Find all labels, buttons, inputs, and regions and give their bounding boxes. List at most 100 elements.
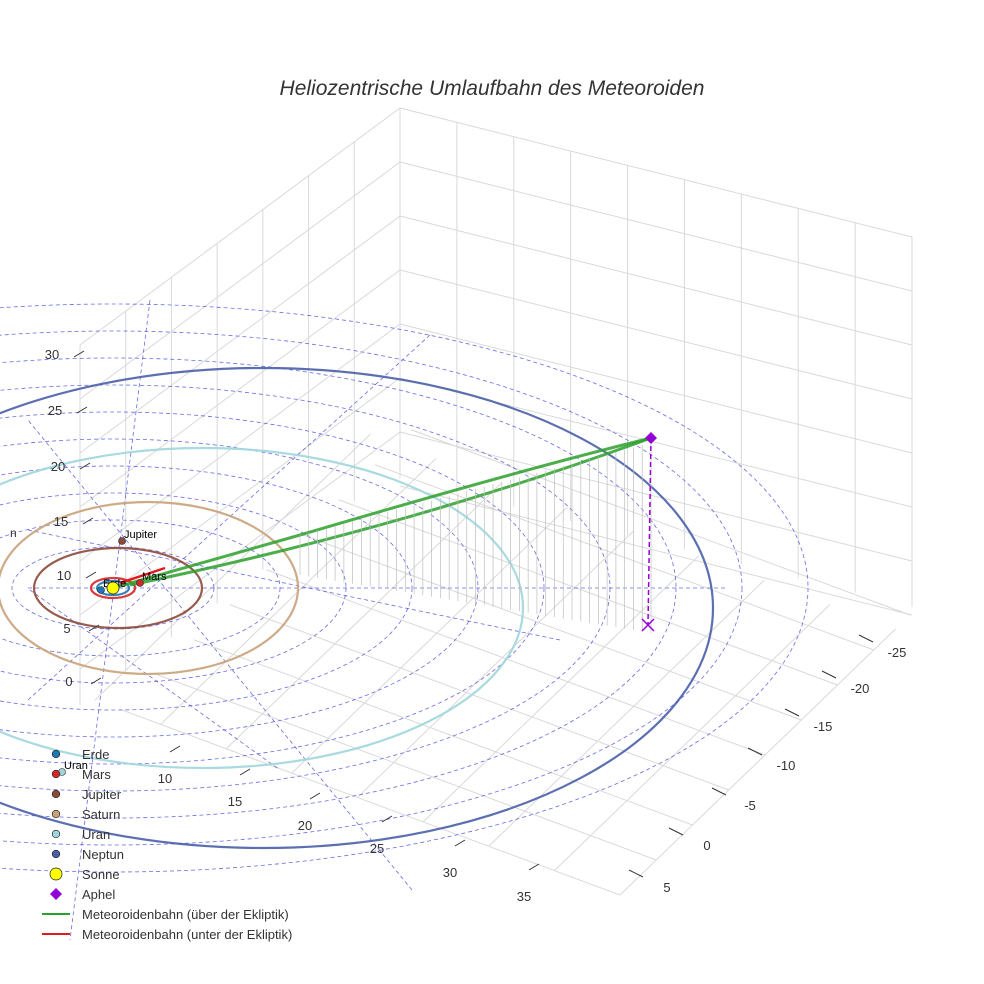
y-tick-label: 0 bbox=[703, 838, 710, 853]
axis-ticks: 10 15 20 25 30 35 -25 -20 -15 -10 -5 0 5 0 5 10 15 20 25 30 bbox=[45, 347, 907, 904]
legend-label: Neptun bbox=[82, 847, 124, 862]
floor-grid-line bbox=[94, 433, 371, 701]
wall-grid-line bbox=[79, 377, 401, 616]
planet-label-mars: Mars bbox=[142, 571, 167, 583]
legend-label: Aphel bbox=[82, 887, 115, 902]
legend-item: Erde bbox=[51, 747, 109, 762]
meteoroid-orbit-above-upper bbox=[112, 436, 652, 590]
y-tick-mark bbox=[858, 634, 874, 643]
ecliptic-grid bbox=[0, 299, 809, 941]
planet-label-uran: Uran bbox=[64, 760, 88, 772]
meteoroid-orbit-below bbox=[119, 566, 166, 585]
floor-grid-line bbox=[229, 604, 729, 791]
z-axis-title-fragment: n bbox=[10, 526, 17, 540]
wall-grid-line bbox=[79, 323, 401, 562]
y-tick-label: -5 bbox=[744, 798, 756, 813]
y-tick-mark bbox=[711, 787, 727, 796]
wall-grid-line bbox=[79, 269, 401, 508]
planet-labels: Erde Mars Jupiter Uran bbox=[58, 529, 167, 776]
z-tick-label: 15 bbox=[54, 514, 68, 529]
planet-label-jupiter: Jupiter bbox=[124, 529, 157, 541]
y-tick-label: -20 bbox=[851, 681, 870, 696]
legend-circle-swatch bbox=[51, 849, 61, 859]
z-tick-mark bbox=[88, 624, 100, 632]
floor-grid-line bbox=[357, 531, 634, 798]
wall-grid-line bbox=[399, 485, 913, 616]
legend-label: Erde bbox=[82, 747, 109, 762]
z-tick-mark bbox=[82, 517, 94, 525]
x-tick-mark bbox=[528, 863, 540, 871]
x-tick-mark bbox=[169, 745, 181, 753]
y-tick-mark bbox=[628, 869, 644, 878]
ecliptic-ring bbox=[0, 465, 413, 711]
meteoroid-orbit bbox=[112, 432, 657, 633]
floor-grid-line bbox=[488, 579, 765, 847]
z-tick-mark bbox=[73, 350, 85, 358]
meteoroid-orbit-above-lower bbox=[129, 436, 652, 587]
y-tick-mark bbox=[747, 747, 763, 756]
orbit-neptun bbox=[0, 366, 714, 850]
legend-label: Meteoroidenbahn (über der Ekliptik) bbox=[82, 907, 289, 922]
ecliptic-spoke bbox=[27, 419, 413, 891]
axis-grid bbox=[79, 107, 913, 896]
legend-circle-swatch bbox=[49, 867, 63, 881]
chart-title: Heliozentrische Umlaufbahn des Meteoroid… bbox=[280, 77, 705, 100]
legend-diamond-swatch bbox=[50, 888, 62, 900]
wall-grid-line bbox=[399, 323, 913, 454]
aphel-ecliptic-marker bbox=[641, 618, 655, 632]
floor-grid-line bbox=[121, 709, 621, 896]
legend-label: Sonne bbox=[82, 867, 120, 882]
ecliptic-ring bbox=[0, 303, 809, 873]
floor-grid-line bbox=[554, 604, 831, 871]
orbit-mars bbox=[89, 576, 137, 600]
floor-grid-line bbox=[411, 429, 911, 616]
aphel-projection-line bbox=[647, 437, 652, 626]
x-tick-label: 15 bbox=[228, 794, 242, 809]
wall-grid-line bbox=[79, 215, 401, 454]
x-tick-label: 35 bbox=[517, 889, 531, 904]
z-tick-label: 0 bbox=[65, 674, 72, 689]
floor-grid-line bbox=[157, 674, 657, 861]
wall-grid-line bbox=[79, 107, 401, 346]
y-tick-label: -25 bbox=[888, 645, 907, 660]
y-tick-label: 5 bbox=[663, 880, 670, 895]
floor-grid-line bbox=[266, 569, 766, 756]
orbit-saturn bbox=[0, 500, 300, 676]
z-tick-label: 25 bbox=[48, 403, 62, 418]
planet-marker-erde bbox=[97, 586, 105, 594]
legend-item: Aphel bbox=[50, 887, 115, 902]
z-tick-mark bbox=[79, 462, 91, 470]
legend-item: Jupiter bbox=[51, 787, 122, 802]
planet-marker-mars bbox=[136, 579, 144, 587]
legend-item: Saturn bbox=[51, 807, 120, 822]
z-tick-label: 5 bbox=[63, 621, 70, 636]
floor-grid-line bbox=[619, 628, 896, 896]
x-tick-label: 30 bbox=[443, 865, 457, 880]
wall-grid-line bbox=[79, 161, 401, 400]
legend-label: Meteoroidenbahn (unter der Ekliptik) bbox=[82, 927, 292, 942]
x-tick-label: 25 bbox=[370, 841, 384, 856]
orbit-jupiter bbox=[32, 546, 204, 630]
legend-circle-swatch bbox=[51, 769, 61, 779]
ecliptic-ring bbox=[0, 411, 545, 765]
orbit-uran bbox=[0, 446, 525, 770]
legend-label: Mars bbox=[82, 767, 111, 782]
legend-circle-swatch bbox=[51, 749, 61, 759]
wall-grid-line bbox=[399, 215, 913, 346]
wall-grid-line bbox=[399, 269, 913, 400]
aphel-marker bbox=[645, 432, 657, 444]
z-tick-mark bbox=[85, 571, 97, 579]
z-tick-mark bbox=[90, 677, 102, 685]
floor-grid-line bbox=[302, 534, 802, 721]
legend-item: Mars bbox=[51, 767, 111, 782]
wall-grid-line bbox=[399, 161, 913, 292]
ecliptic-spoke bbox=[69, 299, 151, 941]
legend-item: Uran bbox=[51, 827, 110, 842]
floor-grid-line bbox=[291, 506, 568, 774]
legend-label: Uran bbox=[82, 827, 110, 842]
floor-grid-line bbox=[225, 482, 503, 750]
x-tick-label: 10 bbox=[158, 771, 172, 786]
legend-item: Meteoroidenbahn (unter der Ekliptik) bbox=[42, 927, 292, 942]
legend-circle-swatch bbox=[51, 789, 61, 799]
